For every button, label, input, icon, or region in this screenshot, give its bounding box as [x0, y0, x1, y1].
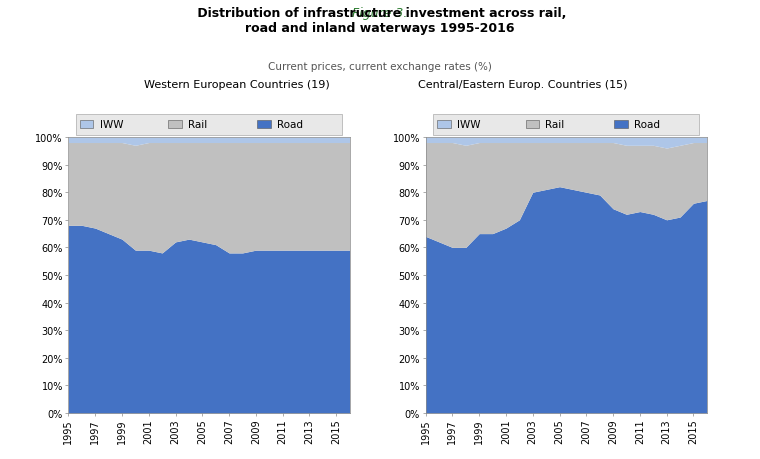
- Text: Figure 3.: Figure 3.: [353, 7, 407, 20]
- Text: Western European Countries (19): Western European Countries (19): [144, 80, 330, 90]
- Text: Central/Eastern Europ. Countries (15): Central/Eastern Europ. Countries (15): [418, 80, 628, 90]
- Text: IWW: IWW: [100, 120, 123, 130]
- Text: Current prices, current exchange rates (%): Current prices, current exchange rates (…: [268, 62, 492, 72]
- Text: Rail: Rail: [188, 120, 207, 130]
- Text: Road: Road: [634, 120, 660, 130]
- Text: IWW: IWW: [457, 120, 480, 130]
- Text: Road: Road: [277, 120, 303, 130]
- Text: Rail: Rail: [546, 120, 565, 130]
- Text: Distribution of infrastructure investment across rail,
road and inland waterways: Distribution of infrastructure investmen…: [193, 7, 567, 35]
